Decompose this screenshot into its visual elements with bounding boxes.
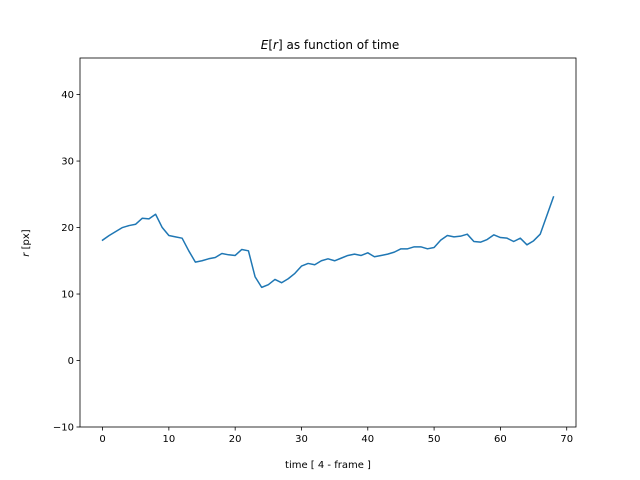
y-tick-label: 20	[61, 223, 74, 234]
y-axis-ticks: −10 0 10 20 30 40	[53, 90, 80, 434]
x-tick-label: 50	[428, 434, 441, 445]
y-axis-label: r [px]	[21, 229, 32, 256]
x-tick-label: 40	[361, 434, 374, 445]
x-tick-label: 10	[162, 434, 175, 445]
x-axis-ticks: 0 10 20 30 40 50 60 70	[99, 427, 573, 445]
x-tick-label: 0	[99, 434, 105, 445]
plot-area	[79, 57, 577, 428]
x-tick-label: 70	[560, 434, 573, 445]
chart-title: E[r] as function of time	[261, 38, 399, 52]
y-tick-label: 40	[61, 90, 74, 101]
y-tick-label: 0	[68, 356, 74, 367]
x-axis-label: time [ 4 - frame ]	[285, 460, 371, 471]
axes-frame	[79, 57, 577, 428]
x-tick-label: 20	[229, 434, 242, 445]
y-tick-label: −10	[53, 423, 74, 434]
y-tick-label: 30	[61, 157, 74, 168]
x-tick-label: 60	[494, 434, 507, 445]
series-line-0	[101, 196, 555, 289]
x-tick-label: 30	[295, 434, 308, 445]
y-tick-label: 10	[61, 290, 74, 301]
